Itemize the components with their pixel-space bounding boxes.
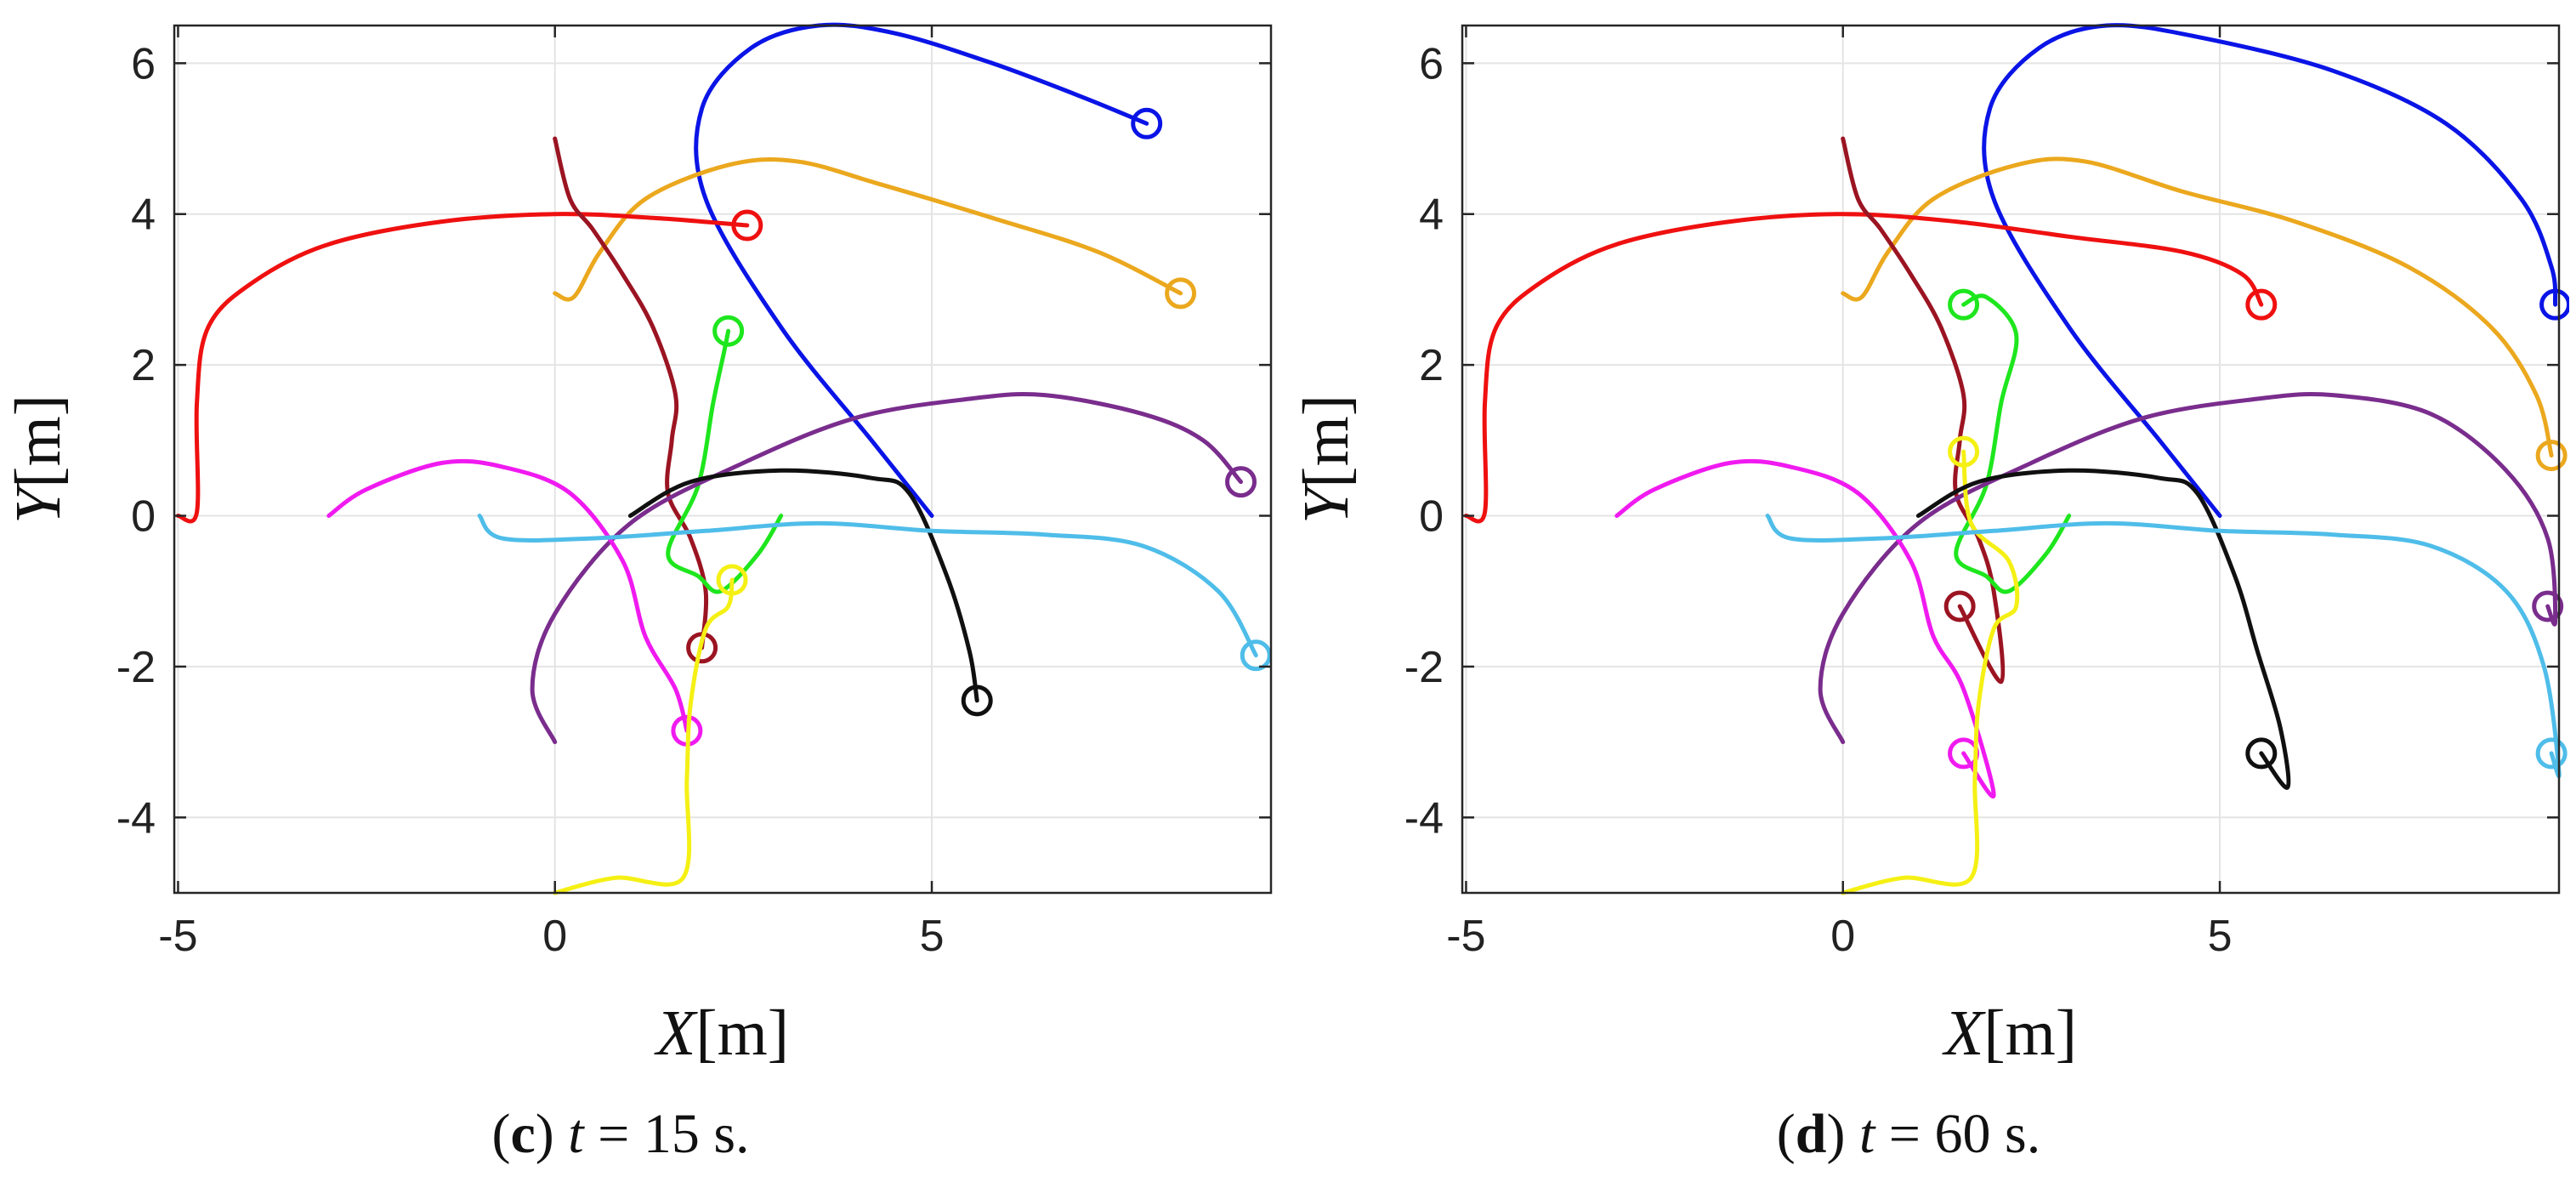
robot-marker-lightblue [1240,639,1272,672]
y-tick-label: 4 [1419,190,1444,240]
series-line-green [666,328,784,594]
robot-marker-orange [1165,277,1197,310]
robot-marker-blue [1131,107,1163,139]
y-tick-label: 2 [1419,341,1444,390]
series-line-lightblue [1765,514,2562,778]
series-line-lightblue [477,514,1258,658]
y-tick-label: 2 [131,341,156,390]
robot-marker-lightblue [2535,737,2567,770]
series-line-orange [1841,156,2554,458]
series-line-red [175,212,750,524]
robot-marker-yellow [1948,435,1980,468]
chart-panel-c: -5 0 5 -4 -2 0 2 4 6 X[m] Y[m] (c) t = 15 s. [3,22,1273,1165]
y-tick-label: 6 [1419,39,1444,88]
figure-caption: (c) t = 15 s. [491,1103,749,1165]
robot-marker-black [2245,737,2278,770]
series-group [175,22,1272,895]
x-axis-label: X[m] [654,997,789,1069]
x-tick-label: 0 [1830,912,1855,961]
robot-marker-yellow [716,564,748,596]
series-line-orange [553,157,1183,302]
series-line-magenta [326,458,689,733]
x-tick-label: 0 [542,912,567,961]
y-tick-label: -2 [116,643,156,692]
y-tick-label: 0 [1419,492,1444,542]
robot-marker-green [712,315,745,347]
figure-caption: (d) t = 60 s. [1777,1103,2040,1165]
series-line-black [1915,468,2291,790]
series-line-green [1954,293,2072,594]
series-line-blue [694,22,1149,518]
series-line-red [1463,212,2264,524]
x-tick-label: 5 [2208,912,2233,961]
x-axis-label: X[m] [1942,997,2077,1069]
robot-marker-blue [2539,288,2569,321]
robot-marker-red [2245,288,2278,321]
robot-marker-darkred [1943,590,1976,622]
robot-marker-purple [2532,590,2564,622]
y-tick-label: 0 [131,492,156,542]
y-tick-label: 4 [131,190,156,240]
series-line-black [627,468,979,703]
y-tick-label: -2 [1404,643,1444,692]
robot-marker-purple [1225,466,1257,498]
x-tick-label: -5 [158,912,197,961]
robot-marker-green [1948,288,1980,321]
y-axis-label: Y[m] [1291,395,1362,524]
axes-box [1461,24,2561,895]
robot-marker-black [961,685,993,717]
y-tick-label: -4 [1404,793,1444,843]
series-line-purple [1818,391,2558,745]
robot-marker-red [731,209,763,242]
series-line-yellow [1841,449,2020,895]
chart-panel-d: -5 0 5 -4 -2 0 2 4 6 X[m] Y[m] (d) t = 60 s. [1291,23,2569,1165]
series-line-yellow [553,577,735,895]
series-line-darkred [1841,136,2006,685]
x-tick-label: -5 [1446,912,1485,961]
axes-box [173,24,1273,895]
plot-area [174,26,1271,893]
x-tick-label: 5 [920,912,945,961]
y-tick-label: -4 [116,793,156,843]
y-axis-label: Y[m] [3,395,74,524]
robot-marker-orange [2535,440,2567,472]
plot-area [1462,26,2559,893]
series-line-darkred [553,136,709,651]
series-line-purple [530,391,1243,745]
y-tick-label: 6 [131,39,156,88]
